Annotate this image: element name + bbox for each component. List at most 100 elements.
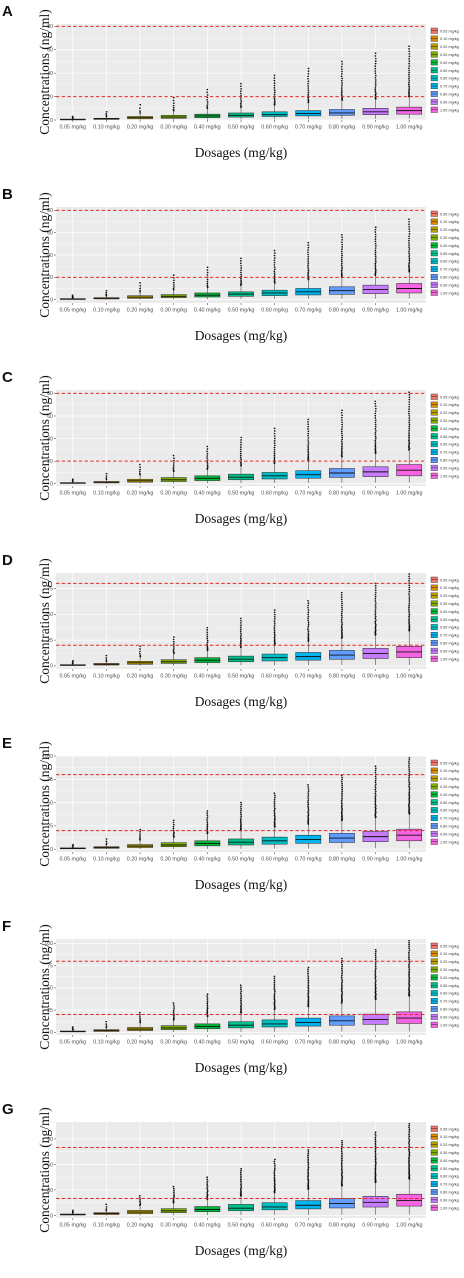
outlier-point [374,235,377,238]
outlier-point [374,240,377,243]
legend-label: 0.20 mg/kg [440,777,459,781]
y-tick-label: 75 [47,586,53,592]
outlier-point [341,810,343,812]
outlier-point [206,101,209,103]
outlier-point [408,83,410,86]
legend-item: 0.70 mg/kg [430,632,459,638]
legend: 0.05 mg/kg 0.10 mg/kg 0.20 mg/kg 0.30 mg/kg… [430,27,459,113]
outlier-point [307,1154,309,1157]
outlier-point [71,294,74,297]
legend-item: 0.50 mg/kg [430,616,459,623]
y-tick-label: 80 [47,24,53,30]
outlier-point [138,470,141,473]
outlier-point [139,1014,141,1016]
x-tick-label: 0.40 mg/kg [194,674,221,680]
outlier-point [307,1156,309,1159]
outlier-point [340,801,343,803]
x-tick-label: 0.05 mg/kg [59,1223,86,1229]
outlier-point [341,1176,344,1179]
outlier-point [72,659,74,662]
outlier-point [307,249,309,251]
outlier-point [374,247,377,249]
legend-label: 0.50 mg/kg [440,1167,459,1171]
outlier-point [206,828,209,831]
outlier-point [374,441,377,443]
outlier-point [139,836,141,839]
outlier-point [173,457,175,459]
outlier-point [340,612,343,615]
outlier-point [273,630,276,632]
outlier-point [408,1163,410,1166]
outlier-point [374,85,377,87]
legend-label: 0.10 mg/kg [440,769,459,773]
x-tick-label: 0.20 mg/kg [127,125,154,131]
outlier-point [240,1186,243,1189]
outlier-point [341,808,343,811]
panel-f: F 0 25 50 75 100 0.05 mg/kg 0.10 mg/kg 0.20 mg/k… [2,918,459,1075]
x-tick-label: 0.90 mg/kg [362,1223,389,1229]
outlier-point [139,282,141,284]
y-tick-label: 60 [47,414,53,420]
outlier-point [341,442,343,445]
box-9 [329,957,355,1032]
outlier-point [408,618,410,621]
outlier-point [206,641,209,644]
legend-item: 0.05 mg/kg [430,576,459,583]
outlier-point [408,65,411,67]
outlier-point [408,1164,411,1167]
outlier-point [206,266,209,269]
outlier-point [206,995,208,997]
outlier-point [239,820,242,823]
legend-label: 0.90 mg/kg [440,1198,459,1202]
outlier-point [374,809,377,811]
outlier-point [273,270,276,273]
outlier-point [206,1010,209,1013]
outlier-point [340,260,343,263]
outlier-point [206,278,209,281]
y-tick-label: 30 [47,1188,53,1194]
outlier-point [374,87,377,89]
x-tick-label: 0.50 mg/kg [228,857,255,863]
outlier-point [172,462,175,464]
outlier-point [206,629,209,631]
outlier-point [307,268,310,270]
outlier-point [206,646,209,649]
outlier-point [307,85,309,87]
outlier-point [340,620,343,622]
outlier-point [408,254,411,256]
legend-item: 0.30 mg/kg [430,51,459,58]
outlier-point [408,53,411,55]
outlier-point [307,455,310,457]
x-axis-title: Dosages (mg/kg) [195,1060,288,1075]
outlier-point [206,88,209,91]
outlier-point [408,228,411,230]
outlier-point [307,447,310,449]
outlier-point [240,803,243,806]
outlier-point [341,82,343,84]
outlier-point [172,106,175,109]
legend-label: 0.20 mg/kg [440,45,459,49]
box-body [228,1204,254,1212]
x-tick-label: 0.30 mg/kg [160,1040,187,1046]
outlier-point [206,825,209,828]
x-tick-label: 0.05 mg/kg [59,125,86,131]
outlier-point [240,622,242,624]
outlier-point [374,81,377,83]
outlier-point [408,1148,410,1151]
outlier-point [307,99,310,102]
legend-label: 0.10 mg/kg [440,37,459,41]
outlier-point [307,981,310,984]
outlier-point [240,995,243,998]
outlier-point [374,242,377,245]
outlier-point [239,821,242,824]
box-body [261,1202,288,1211]
outlier-point [307,271,310,274]
outlier-point [341,68,343,70]
outlier-point [273,249,276,252]
outlier-point [374,444,377,447]
outlier-point [307,811,309,814]
legend-item: 1.00 mg/kg [430,655,459,662]
outlier-point [105,1020,108,1023]
outlier-point [307,627,309,629]
legend-item: 0.10 mg/kg [430,584,459,591]
